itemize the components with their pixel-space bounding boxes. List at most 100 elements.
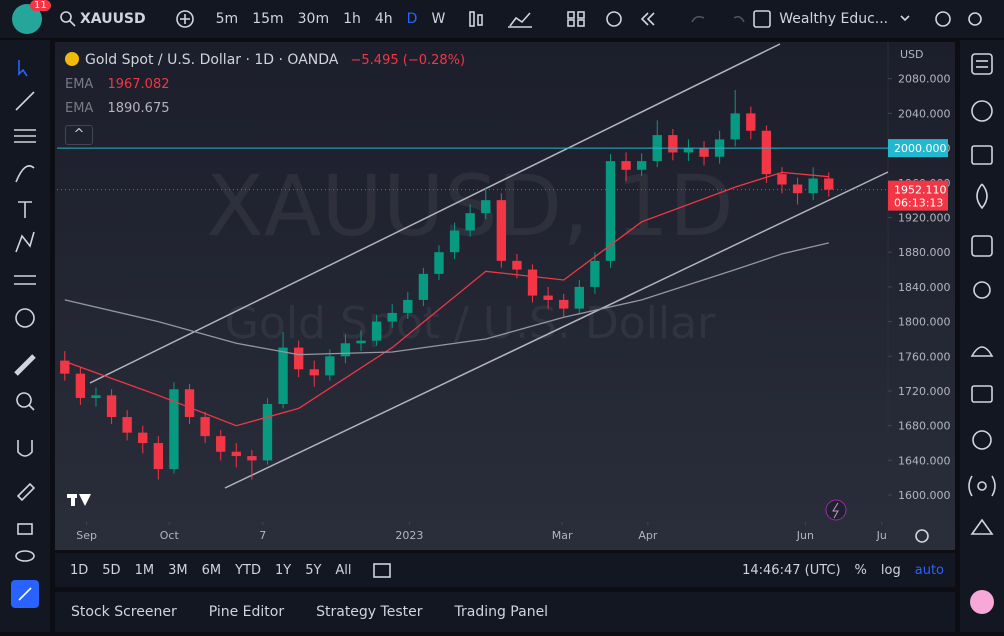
range-button[interactable]: All xyxy=(335,562,352,578)
x-tick-label: Ju xyxy=(876,529,887,542)
intervals: 5m 15m 30m 1h 4h D W xyxy=(209,11,453,27)
candle-body xyxy=(247,456,257,461)
currency: USD xyxy=(900,48,924,61)
candle-body xyxy=(590,260,600,287)
interval-button[interactable]: D xyxy=(406,11,418,27)
y-tick-label: 1840.000 xyxy=(898,281,951,294)
chart-pane: XAUUSD, 1D Gold Spot / U.S. Dollar USD 1… xyxy=(55,42,955,550)
y-tick-label: 1880.000 xyxy=(898,246,951,259)
range-button[interactable]: 5D xyxy=(102,562,121,578)
add-symbol[interactable] xyxy=(175,9,195,29)
candle-body xyxy=(200,417,210,437)
candle-body xyxy=(496,200,507,261)
undo-redo[interactable] xyxy=(682,8,752,30)
legend-main: Gold Spot / U.S. Dollar · 1D · OANDA −5.… xyxy=(65,48,465,73)
candle-body xyxy=(434,252,444,274)
candle-body xyxy=(465,213,475,231)
symbol-title: Gold Spot / U.S. Dollar · 1D · OANDA xyxy=(85,52,339,68)
candle-body xyxy=(278,347,288,405)
y-tick-label: 1600.000 xyxy=(898,489,951,502)
candle-body xyxy=(184,389,195,418)
y-tick-label: 2080.000 xyxy=(898,73,951,86)
last-price-label: 1952.110 xyxy=(894,184,947,197)
collapse-legend[interactable]: ^ xyxy=(65,125,93,145)
candle-body xyxy=(91,395,101,398)
candle-body xyxy=(527,269,538,296)
candle-body xyxy=(309,369,319,376)
candle-body xyxy=(559,299,569,309)
top-right-icons xyxy=(900,11,982,27)
right-toolbar xyxy=(960,40,1004,632)
x-tick-label: 2023 xyxy=(395,529,423,542)
candle-body xyxy=(262,404,273,461)
layout-checkbox[interactable] xyxy=(752,9,772,29)
range-button[interactable]: 1Y xyxy=(274,562,292,578)
avatar[interactable]: 11 xyxy=(12,0,51,34)
channel-lower xyxy=(224,171,889,489)
legend-ema: EMA 1890.675 xyxy=(65,97,465,121)
candle-body xyxy=(325,356,335,376)
y-tick-label: 1680.000 xyxy=(898,420,951,433)
candle-body xyxy=(792,184,803,194)
candle-body xyxy=(699,148,709,157)
interval-button[interactable]: 1h xyxy=(343,11,361,27)
candle-body xyxy=(356,340,366,344)
candle-body xyxy=(621,161,631,170)
drawing-tools[interactable] xyxy=(0,40,50,632)
interval-button[interactable]: 30m xyxy=(297,11,330,27)
candle-body xyxy=(824,178,834,190)
last-price-bg xyxy=(888,180,948,211)
widget-icons[interactable] xyxy=(960,40,1004,632)
replay-button[interactable] xyxy=(825,499,847,521)
legend-ema: EMA 1967.082 xyxy=(65,73,465,97)
scale-option[interactable]: auto xyxy=(914,562,944,578)
ema-value: 1967.082 xyxy=(107,77,170,92)
range-button[interactable]: YTD xyxy=(235,562,261,578)
y-tick-label: 1800.000 xyxy=(898,316,951,329)
tv-logo xyxy=(67,494,91,506)
candle-body xyxy=(387,312,397,322)
panel-tab[interactable]: Strategy Tester xyxy=(316,604,423,620)
candle-body xyxy=(371,321,382,341)
price-change: −5.495 (−0.28%) xyxy=(350,53,466,68)
candle-body xyxy=(449,230,460,253)
panel-tab[interactable]: Stock Screener xyxy=(71,604,177,620)
y-tick-label: 1760.000 xyxy=(898,350,951,363)
range-button[interactable]: 5Y xyxy=(305,562,322,578)
candle-body xyxy=(761,130,772,175)
layout-name[interactable]: Wealthy Educ... xyxy=(779,11,889,27)
range-button[interactable]: 1M xyxy=(134,562,155,578)
candle-body xyxy=(512,260,522,270)
candle-body xyxy=(683,148,694,153)
ema-line xyxy=(64,171,829,427)
y-tick-label: 1920.000 xyxy=(898,212,951,225)
x-tick-label: 7 xyxy=(259,529,266,542)
date-range-icon[interactable] xyxy=(371,560,395,580)
x-tick-label: Mar xyxy=(552,529,573,542)
candle-body xyxy=(138,432,148,444)
range-button[interactable]: 6M xyxy=(201,562,222,578)
symbol[interactable]: XAUUSD xyxy=(80,11,146,27)
candle-body xyxy=(403,299,413,313)
candle-body xyxy=(481,200,491,214)
interval-button[interactable]: W xyxy=(431,11,446,27)
range-button[interactable]: 3M xyxy=(168,562,188,578)
candle-body xyxy=(777,174,787,185)
notification-badge: 11 xyxy=(30,0,51,11)
scale-option[interactable]: % xyxy=(854,562,867,578)
drawing-toolbar xyxy=(0,40,50,632)
candle-body xyxy=(293,347,304,370)
interval-button[interactable]: 4h xyxy=(374,11,393,27)
settings-icon[interactable] xyxy=(915,529,929,543)
search-icon[interactable] xyxy=(60,11,76,27)
candle-body xyxy=(636,161,647,170)
panel-tab[interactable]: Trading Panel xyxy=(454,604,549,620)
y-tick-label: 1640.000 xyxy=(898,454,951,467)
interval-button[interactable]: 5m xyxy=(215,11,239,27)
x-tick-label: Sep xyxy=(76,529,97,542)
scale-option[interactable]: log xyxy=(880,562,901,578)
panel-tab[interactable]: Pine Editor xyxy=(208,604,285,620)
range-button[interactable]: 1D xyxy=(70,562,89,578)
interval-button[interactable]: 15m xyxy=(252,11,284,27)
channel-upper xyxy=(89,43,781,384)
